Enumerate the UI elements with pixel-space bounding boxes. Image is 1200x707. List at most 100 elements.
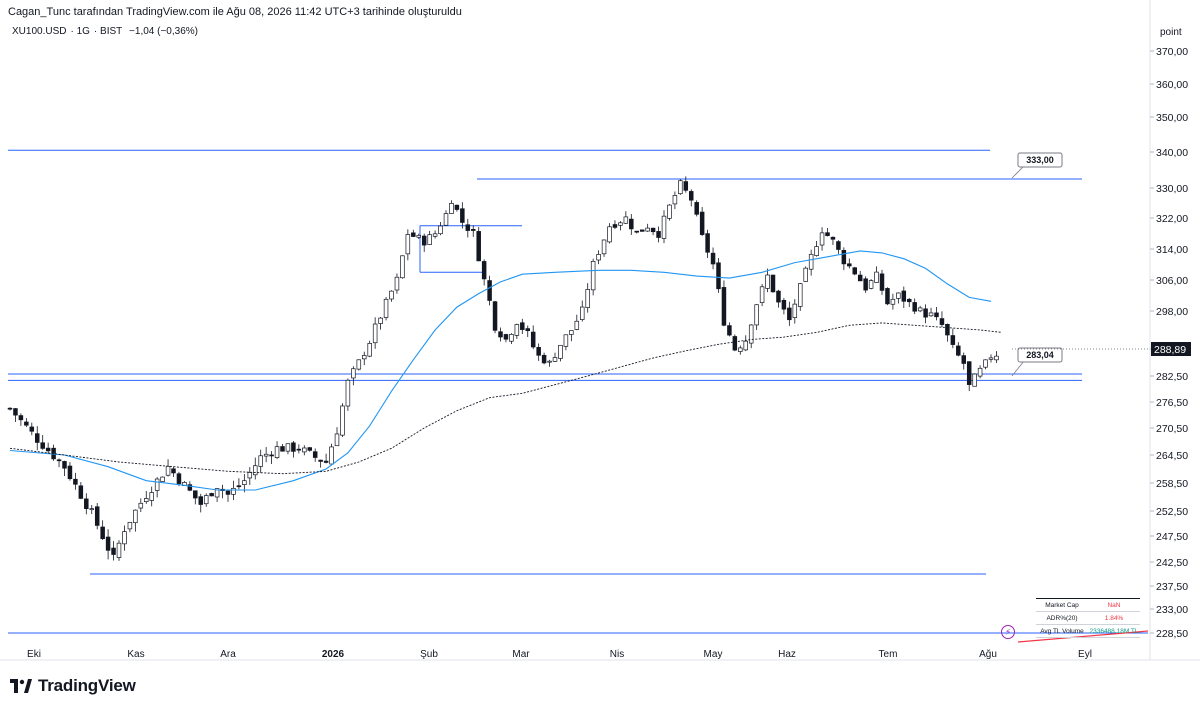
candle-body	[334, 433, 340, 447]
symbol-legend[interactable]: XU100.USD · 1G · BIST −1,04 (−0,36%)	[12, 26, 198, 37]
candle-body	[977, 367, 983, 377]
candle-body	[530, 331, 536, 348]
candle-body	[198, 496, 204, 505]
candle-body	[351, 368, 356, 379]
candle-body	[890, 298, 896, 305]
symbol-name[interactable]: XU100.USD	[12, 26, 67, 37]
candle-body	[105, 536, 111, 551]
candle-body	[78, 485, 84, 499]
candle-body	[421, 235, 427, 246]
x-tick-label: 2026	[322, 649, 345, 660]
candle-body	[558, 344, 563, 359]
candle-body	[138, 502, 144, 509]
candle-body	[149, 492, 154, 501]
tradingview-logo[interactable]: TradingView	[10, 676, 136, 696]
candle-body	[650, 227, 656, 233]
candle-body	[765, 274, 770, 289]
candle-body	[667, 204, 672, 219]
stats-label: Market Cap	[1045, 601, 1079, 609]
candle-body	[471, 229, 476, 231]
y-tick-label: 264,50	[1156, 450, 1188, 462]
candle-body	[209, 493, 214, 497]
candle-body	[836, 241, 841, 250]
stats-value: 1.84%	[1104, 614, 1124, 622]
candle-body	[405, 234, 411, 255]
candle-body	[607, 226, 612, 243]
symbol-change: −1,04 (−0,36%)	[129, 26, 198, 37]
candle-body	[280, 446, 285, 452]
y-tick-label: 306,00	[1156, 275, 1188, 287]
candle-body	[661, 215, 667, 239]
trend-line[interactable]	[1017, 630, 1149, 643]
candle-body	[847, 263, 852, 267]
candle-body	[629, 218, 634, 230]
candle-body	[89, 508, 94, 511]
candle-body	[601, 239, 607, 255]
candle-body	[492, 301, 498, 331]
candle-body	[13, 408, 18, 416]
candle-body	[857, 274, 863, 282]
candle-body	[688, 191, 694, 201]
candle-body	[127, 521, 133, 530]
candle-body	[274, 446, 280, 459]
y-tick-label: 360,00	[1156, 79, 1188, 91]
candle-body	[988, 357, 994, 360]
candle-body	[465, 224, 471, 231]
candle-body	[552, 357, 558, 362]
candle-body	[852, 267, 857, 275]
candle-body	[454, 204, 460, 210]
candle-body	[803, 267, 808, 282]
candle-body	[961, 355, 966, 364]
candle-body	[656, 231, 661, 238]
lightning-icon[interactable]: ⚡	[1001, 625, 1015, 639]
candle-body	[34, 433, 40, 443]
x-tick-label: May	[704, 649, 723, 660]
brand-name: TradingView	[38, 676, 136, 695]
candle-body	[787, 307, 792, 321]
stats-value: NaN	[1107, 601, 1121, 609]
stats-table: Market Cap NaN ADR%(20) 1.84% Avg TL Vol…	[1036, 598, 1140, 638]
callout-box[interactable]	[1017, 347, 1063, 363]
candle-body	[203, 495, 209, 505]
candle-body	[710, 252, 716, 265]
candle-body	[432, 233, 438, 237]
candle-body	[193, 490, 198, 499]
candle-body	[536, 347, 541, 356]
candle-body	[950, 335, 956, 345]
candle-body	[302, 447, 307, 453]
candle-body	[225, 490, 231, 495]
callout-pointer	[1011, 165, 1025, 179]
candle-body	[24, 421, 29, 426]
candle-body	[732, 336, 738, 351]
candle-body	[487, 280, 492, 301]
candle-body	[176, 473, 182, 484]
callout-box[interactable]	[1017, 152, 1063, 168]
candle-body	[253, 465, 258, 476]
candle-body	[759, 286, 765, 303]
candle-body	[144, 498, 149, 502]
symbol-interval[interactable]: 1G	[76, 26, 90, 37]
candle-body	[171, 468, 176, 474]
candle-body	[154, 478, 160, 491]
candle-body	[263, 453, 269, 457]
candle-body	[323, 460, 329, 463]
candle-body	[928, 312, 934, 317]
y-tick-label: 247,50	[1156, 531, 1188, 543]
candle-body	[547, 360, 552, 363]
y-tick-label: 322,00	[1156, 213, 1188, 225]
candle-body	[956, 345, 961, 356]
candle-body	[84, 498, 89, 509]
callout-label: 333,00	[1026, 155, 1054, 165]
candle-body	[945, 323, 950, 336]
candle-body	[738, 347, 743, 352]
y-tick-label: 314,00	[1156, 244, 1188, 256]
candle-body	[312, 451, 318, 458]
candle-body	[460, 208, 465, 223]
candle-body	[18, 415, 24, 421]
candle-body	[247, 472, 253, 479]
callout-label: 283,04	[1026, 350, 1054, 360]
candle-body	[340, 405, 345, 436]
candle-body	[378, 317, 383, 324]
candle-body	[541, 354, 547, 364]
